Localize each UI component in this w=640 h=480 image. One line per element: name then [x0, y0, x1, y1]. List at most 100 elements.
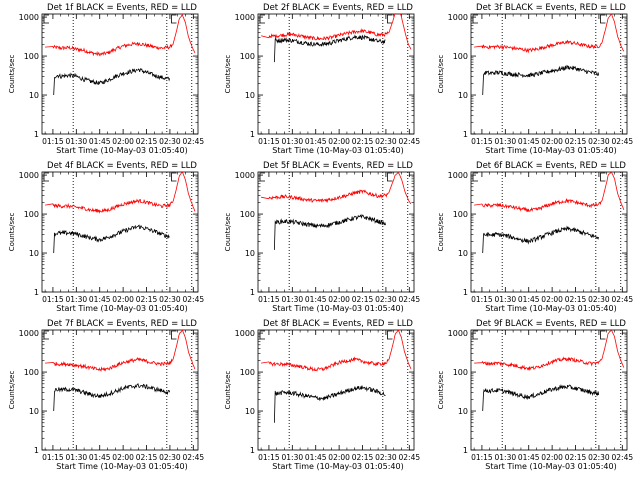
marker-bracket-left	[43, 14, 49, 24]
y-tick-label: 10	[29, 91, 39, 100]
x-tick-label: 02:45	[399, 453, 421, 462]
chart-panel-1: Det 1f BLACK = Events, RED = LLD 1 10 100 10…	[8, 3, 204, 155]
events-series-line	[482, 64, 600, 96]
marker-bracket-right	[387, 14, 393, 24]
marker-bracket-right	[600, 14, 606, 24]
y-axis-label: Counts/sec	[8, 213, 16, 252]
y-tick-label: 10	[245, 249, 255, 258]
lld-series-line	[261, 172, 412, 205]
marker-bracket-right	[387, 172, 393, 182]
events-series-line	[53, 224, 170, 254]
y-tick-label: 1000	[19, 171, 39, 180]
chart-panel-5: Det 5f BLACK = Events, RED = LLD 1 10 100 10…	[224, 161, 420, 313]
marker-bracket-right	[600, 172, 606, 182]
y-tick-label: 1	[250, 288, 255, 297]
events-series-line	[274, 385, 386, 423]
x-tick-label: 02:30	[588, 295, 610, 304]
x-tick-label: 01:45	[305, 453, 327, 462]
x-tick-label: 01:15	[471, 137, 493, 146]
y-tick-label: 100	[453, 210, 468, 219]
y-tick-label: 100	[453, 368, 468, 377]
y-tick-label: 1	[463, 288, 468, 297]
y-tick-label: 100	[24, 210, 39, 219]
marker-bracket-left	[259, 330, 265, 340]
marker-bracket-left	[472, 14, 478, 24]
x-tick-label: 02:30	[159, 137, 181, 146]
x-tick-label: 02:15	[565, 453, 587, 462]
y-tick-label: 1	[250, 446, 255, 455]
plot-frame	[257, 13, 415, 135]
x-tick-label: 02:30	[588, 137, 610, 146]
x-tick-label: 01:30	[66, 295, 88, 304]
x-tick-label: 01:15	[471, 295, 493, 304]
x-axis-label: Start Time (10-May-03 01:05:40)	[272, 462, 403, 471]
chart-title: Det 8f BLACK = Events, RED = LLD	[263, 319, 413, 329]
x-axis-label: Start Time (10-May-03 01:05:40)	[485, 304, 616, 313]
x-axis-label: Start Time (10-May-03 01:05:40)	[56, 304, 187, 313]
marker-bracket-left	[472, 330, 478, 340]
marker-bracket-right	[171, 172, 177, 182]
events-series-line	[53, 67, 171, 96]
chart-panel-6: Det 6f BLACK = Events, RED = LLD 1 10 100 10…	[437, 161, 633, 313]
x-tick-label: 02:00	[112, 295, 134, 304]
x-tick-label: 01:15	[258, 295, 280, 304]
chart-title: Det 6f BLACK = Events, RED = LLD	[476, 161, 626, 171]
y-axis-label: Counts/sec	[437, 213, 445, 252]
y-tick-label: 1	[34, 446, 39, 455]
y-axis-label: Counts/sec	[8, 371, 16, 410]
x-tick-label: 02:45	[399, 295, 421, 304]
x-axis-label: Start Time (10-May-03 01:05:40)	[485, 146, 616, 155]
y-tick-label: 1	[250, 130, 255, 139]
plot-frame	[41, 329, 199, 451]
x-tick-label: 02:30	[159, 295, 181, 304]
marker-bracket-right	[387, 330, 393, 340]
y-tick-label: 10	[245, 91, 255, 100]
lld-series-line	[45, 14, 196, 57]
x-axis-label: Start Time (10-May-03 01:05:40)	[56, 146, 187, 155]
events-series-line	[274, 213, 386, 250]
y-tick-label: 1000	[448, 13, 468, 22]
x-tick-label: 02:30	[375, 137, 397, 146]
events-series-line	[53, 382, 171, 412]
x-tick-label: 02:45	[183, 453, 205, 462]
x-tick-label: 01:15	[258, 453, 280, 462]
x-axis-label: Start Time (10-May-03 01:05:40)	[272, 304, 403, 313]
y-tick-label: 1000	[235, 13, 255, 22]
x-tick-label: 01:30	[282, 295, 304, 304]
lld-series-line	[474, 330, 625, 372]
x-tick-label: 02:00	[541, 295, 563, 304]
x-tick-label: 01:45	[518, 295, 540, 304]
chart-panel-3: Det 3f BLACK = Events, RED = LLD 1 10 100 10…	[437, 3, 633, 155]
x-tick-label: 02:45	[399, 137, 421, 146]
marker-bracket-left	[43, 172, 49, 182]
x-tick-label: 02:00	[541, 137, 563, 146]
chart-title: Det 7f BLACK = Events, RED = LLD	[47, 319, 197, 329]
x-tick-label: 02:30	[375, 295, 397, 304]
chart-panel-8: Det 8f BLACK = Events, RED = LLD 1 10 100 10…	[224, 319, 420, 471]
lld-series-line	[474, 14, 625, 54]
x-tick-label: 02:45	[612, 295, 634, 304]
y-tick-label: 10	[458, 249, 468, 258]
y-axis-label: Counts/sec	[224, 55, 232, 94]
chart-panel-7: Det 7f BLACK = Events, RED = LLD 1 10 100 10…	[8, 319, 204, 471]
y-tick-label: 1	[463, 446, 468, 455]
x-tick-label: 01:45	[305, 295, 327, 304]
chart-title: Det 5f BLACK = Events, RED = LLD	[263, 161, 413, 171]
chart-title: Det 3f BLACK = Events, RED = LLD	[476, 3, 626, 13]
x-tick-label: 01:15	[471, 453, 493, 462]
x-tick-label: 02:30	[375, 453, 397, 462]
y-tick-label: 1000	[448, 329, 468, 338]
lld-series-line	[45, 172, 196, 214]
chart-title: Det 9f BLACK = Events, RED = LLD	[476, 319, 626, 329]
lld-series-line	[474, 172, 625, 213]
plot-frame	[41, 13, 199, 135]
plot-frame	[41, 171, 199, 293]
x-tick-label: 02:00	[328, 295, 350, 304]
x-tick-label: 02:00	[328, 453, 350, 462]
x-tick-label: 02:15	[136, 137, 158, 146]
y-tick-label: 100	[240, 210, 255, 219]
x-tick-label: 02:15	[136, 295, 158, 304]
y-axis-label: Counts/sec	[437, 371, 445, 410]
x-tick-label: 01:15	[42, 453, 64, 462]
y-tick-label: 1000	[19, 13, 39, 22]
